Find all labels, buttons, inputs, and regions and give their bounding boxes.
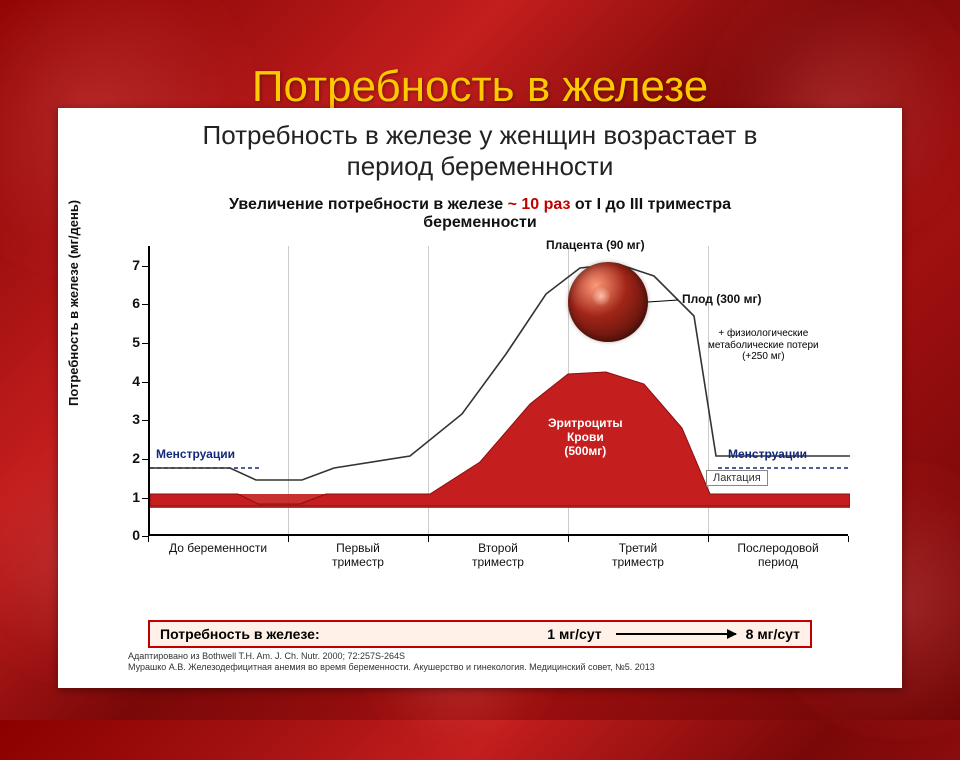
label-metab-l1: + физиологические (708, 328, 819, 340)
highlight-times: ~ 10 раз (508, 196, 571, 213)
y-tick: 2 (120, 450, 140, 466)
highlight-prefix: Увеличение потребности в железе (229, 196, 508, 213)
y-tick: 6 (120, 295, 140, 311)
subtitle-line2: период беременности (347, 151, 614, 181)
label-lactation: Лактация (706, 470, 768, 486)
label-erythro-l3: (500мг) (548, 444, 623, 458)
reqbar-arrow-icon (616, 633, 736, 635)
label-metab-l2: метаболические потери (708, 340, 819, 352)
label-placenta: Плацента (90 мг) (546, 238, 645, 252)
chart-area: Потребность в железе (мг/день) 01234567 … (58, 236, 902, 576)
y-tick: 7 (120, 257, 140, 273)
chart-panel: Потребность в железе у женщин возрастает… (58, 108, 902, 688)
label-erythro-l2: Крови (548, 430, 623, 444)
x-period-label: Первыйтриместр (288, 542, 428, 568)
label-fetus: Плод (300 мг) (682, 292, 761, 306)
panel-subtitle: Потребность в железе у женщин возрастает… (58, 108, 902, 190)
y-tick: 0 (120, 527, 140, 543)
chart-svg (150, 246, 850, 536)
citation-block: Адаптировано из Bothwell T.H. Am. J. Ch.… (128, 651, 655, 674)
fetus-icon (568, 262, 648, 342)
highlight-line2: беременности (423, 214, 536, 231)
label-metabolic: + физиологические метаболические потери … (708, 328, 819, 363)
slide-title: Потребность в железе (0, 62, 960, 112)
y-tick: 1 (120, 489, 140, 505)
label-menstruation-right: Менструации (728, 447, 807, 461)
y-tick: 3 (120, 411, 140, 427)
reqbar-to: 8 мг/сут (742, 626, 810, 642)
reqbar-label: Потребность в железе: (150, 626, 330, 642)
label-erythro-l1: Эритроциты (548, 416, 623, 430)
x-period-label: Послеродовойпериод (708, 542, 848, 568)
y-tick: 5 (120, 334, 140, 350)
reqbar-from: 1 мг/сут (547, 626, 609, 642)
subtitle-line1: Потребность в железе у женщин возрастает… (203, 120, 758, 150)
x-period-label: Второйтриместр (428, 542, 568, 568)
label-metab-l3: (+250 мг) (708, 351, 819, 363)
label-menstruation-left: Менструации (156, 447, 235, 461)
plot-region: Менструации Менструации Лактация Эритроц… (148, 246, 848, 536)
x-period-label: До беременности (148, 542, 288, 555)
label-erythrocytes: Эритроциты Крови (500мг) (548, 416, 623, 458)
highlight-text: Увеличение потребности в железе ~ 10 раз… (58, 190, 902, 236)
x-tick-mark (848, 536, 849, 542)
requirement-bar: Потребность в железе: 1 мг/сут 8 мг/сут (148, 620, 812, 648)
citation-l2: Мурашко А.В. Железодефицитная анемия во … (128, 662, 655, 672)
x-period-label: Третийтриместр (568, 542, 708, 568)
highlight-suffix: от I до III триместра (575, 196, 731, 213)
y-axis-label: Потребность в железе (мг/день) (66, 200, 81, 406)
citation-l1: Адаптировано из Bothwell T.H. Am. J. Ch.… (128, 651, 405, 661)
y-tick: 4 (120, 373, 140, 389)
